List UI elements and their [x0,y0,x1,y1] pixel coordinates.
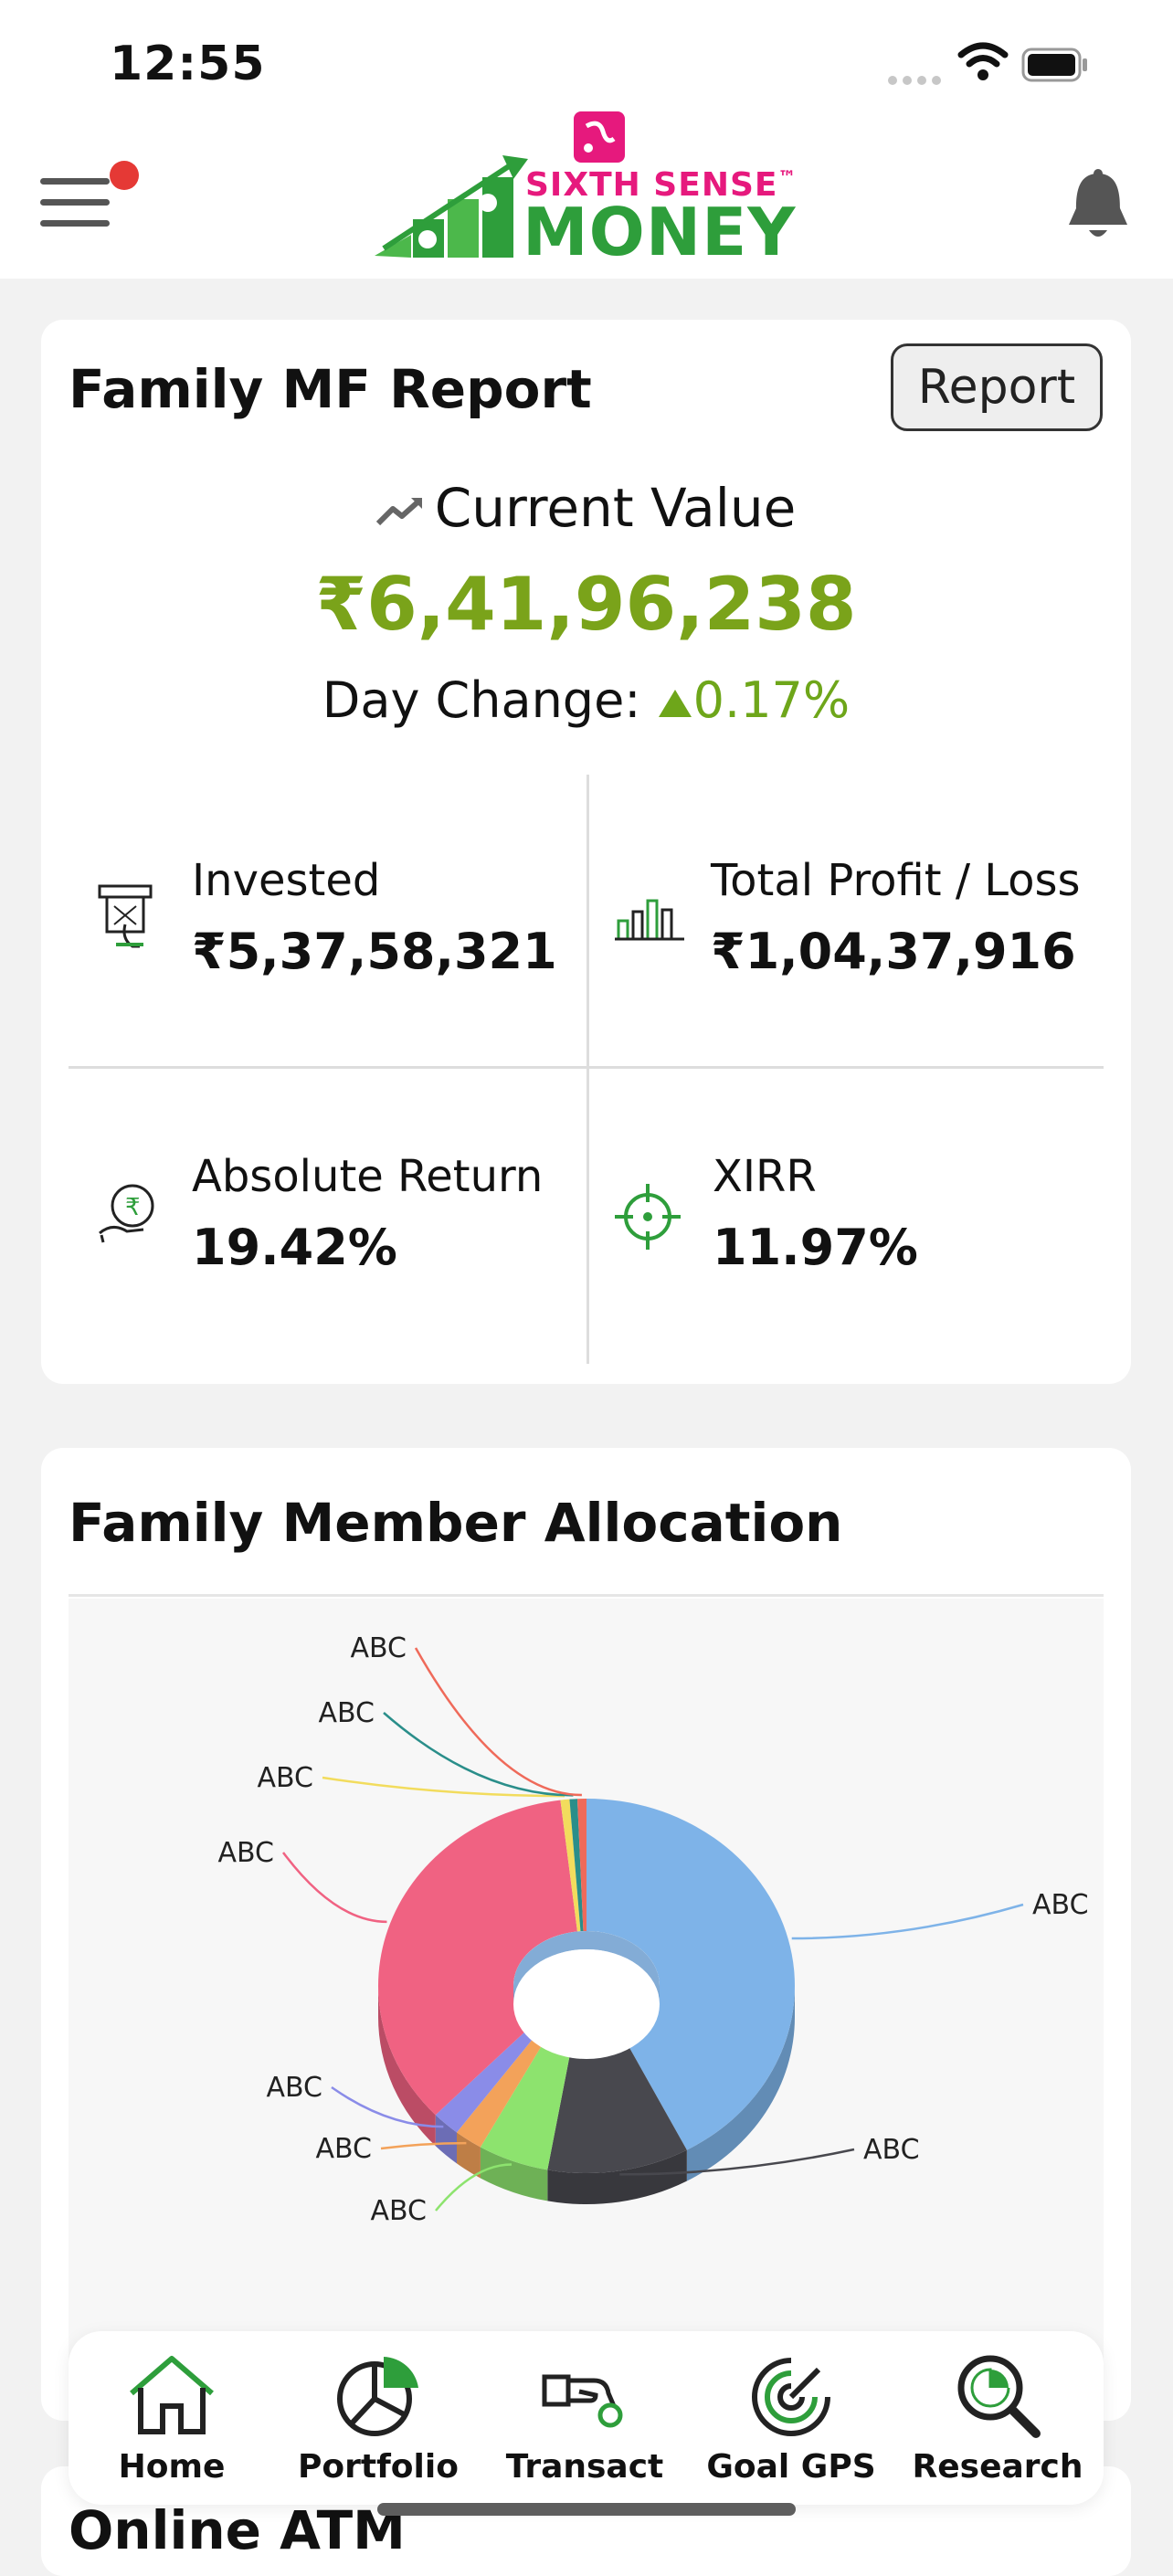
nav-label-portfolio: Portfolio [298,2448,459,2486]
pie-leader-line-0 [791,1903,1024,1940]
allocation-divider [69,1594,1104,1597]
metric-label-absolute-return: Absolute Return [192,1151,544,1202]
bar-chart-icon [615,899,684,941]
pie-slice-side-5 [378,1986,436,2147]
pie-slice-side-1 [547,2149,687,2204]
nav-label-transact: Transact [505,2448,664,2486]
allocation-title: Family Member Allocation [69,1492,843,1554]
nav-transact[interactable]: Transact [481,2331,688,2505]
allocation-chart-area: ABC ABC ABC ABC ABC ABC ABC ABC ABC [69,1599,1104,2421]
day-change: Day Change: 0.17% [322,671,851,729]
pie-slice-1[interactable] [547,2033,687,2173]
app-header: 12:55 SIXTH SENSE™ MONEY [0,0,1173,279]
day-change-value: 0.17% [657,671,850,729]
transact-icon [542,2374,623,2428]
donut-hole-center [513,1949,660,2059]
pie-slice-7[interactable] [569,1799,584,1932]
pie-slice-label-5: ABC [217,1837,274,1869]
cellular-signal-icon [888,71,946,89]
home-indicator [377,2503,796,2516]
nav-label-goal-gps: Goal GPS [706,2448,876,2486]
notification-dot [110,161,139,190]
metric-value-invested: ₹5,37,58,321 [192,923,557,980]
family-mf-report-card: Family MF Report Report Current Value ₹6… [41,320,1131,1384]
pie-leader-line-5 [281,1852,387,1924]
triangle-up-icon [658,690,692,717]
pie-leader-line-1 [619,2148,855,2176]
wifi-icon [957,42,1009,80]
pie-slice-label-0: ABC [1032,1889,1089,1921]
hamburger-menu-icon[interactable] [40,178,110,229]
metric-label-xirr: XIRR [713,1151,817,1202]
battery-icon [1021,48,1087,82]
pie-slice-6[interactable] [560,1799,581,1932]
pie-slice-label-1: ABC [863,2134,920,2166]
nav-label-research: Research [912,2448,1083,2486]
pie-slice-label-2: ABC [370,2195,427,2227]
status-time: 12:55 [110,37,266,91]
pie-slice-side-0 [686,1986,795,2181]
online-atm-title: Online ATM [69,2499,406,2561]
metric-value-xirr: 11.97% [713,1219,918,1276]
atm-cash-icon [98,884,153,948]
current-value: ₹6,41,96,238 [315,562,857,647]
pie-leader-line-6 [322,1776,565,1798]
portfolio-icon [337,2357,418,2436]
pie-leader-line-4 [331,2085,444,2128]
pie-slice-8[interactable] [576,1799,586,1932]
pie-slice-4[interactable] [435,2023,542,2133]
research-icon [957,2355,1041,2438]
pie-slice-label-8: ABC [350,1632,407,1664]
report-button[interactable]: Report [891,343,1103,431]
metric-label-total-profit: Total Profit / Loss [711,855,1081,906]
nav-research[interactable]: Research [894,2331,1101,2505]
pie-slice-0[interactable] [586,1799,795,2150]
metric-value-total-profit: ₹1,04,37,916 [711,923,1076,980]
trend-up-icon [375,497,422,526]
svg-text:₹: ₹ [125,1194,141,1221]
donut-hole-wall [513,1931,660,2004]
pie-slice-5[interactable] [378,1800,577,2116]
nav-portfolio[interactable]: Portfolio [275,2331,481,2505]
pie-slice-label-4: ABC [266,2072,322,2104]
nav-label-home: Home [118,2448,226,2486]
metric-value-absolute-return: 19.42% [192,1219,397,1276]
family-member-allocation-card: Family Member Allocation ABC ABC ABC ABC ABC… [41,1448,1131,2421]
pie-slice-label-7: ABC [318,1697,375,1729]
goal-gps-icon [752,2358,830,2436]
grid-divider-horizontal [69,1066,1104,1069]
pie-slice-3[interactable] [457,2028,550,2148]
metric-label-invested: Invested [192,855,381,906]
pie-leader-line-8 [414,1647,582,1797]
current-value-label: Current Value [41,477,1131,539]
grid-divider-vertical [586,775,589,1364]
pie-slice-label-6: ABC [257,1762,313,1794]
brand-line2: MONEY [523,194,797,270]
pie-leader-line-7 [383,1712,574,1797]
rupee-hand-icon: ₹ [99,1184,154,1243]
nav-goal-gps[interactable]: Goal GPS [688,2331,894,2505]
pie-leader-line-3 [380,2141,467,2150]
brand-logo [375,111,625,258]
nav-home[interactable]: Home [69,2331,275,2505]
allocation-pie-chart: ABC ABC ABC ABC ABC ABC ABC ABC ABC [217,1632,1089,2227]
brand-line1: SIXTH SENSE™ [525,166,798,204]
bell-icon[interactable] [1065,166,1131,243]
pie-slice-label-3: ABC [315,2133,372,2165]
home-icon [130,2356,214,2434]
bottom-navigation: Home Portfolio Transact Goal GPS [69,2331,1104,2505]
target-icon [615,1184,681,1250]
pie-slice-2[interactable] [480,2032,574,2170]
report-title: Family MF Report [69,358,592,420]
pie-leader-line-2 [435,2163,512,2212]
pie-slice-side-2 [480,2147,548,2201]
